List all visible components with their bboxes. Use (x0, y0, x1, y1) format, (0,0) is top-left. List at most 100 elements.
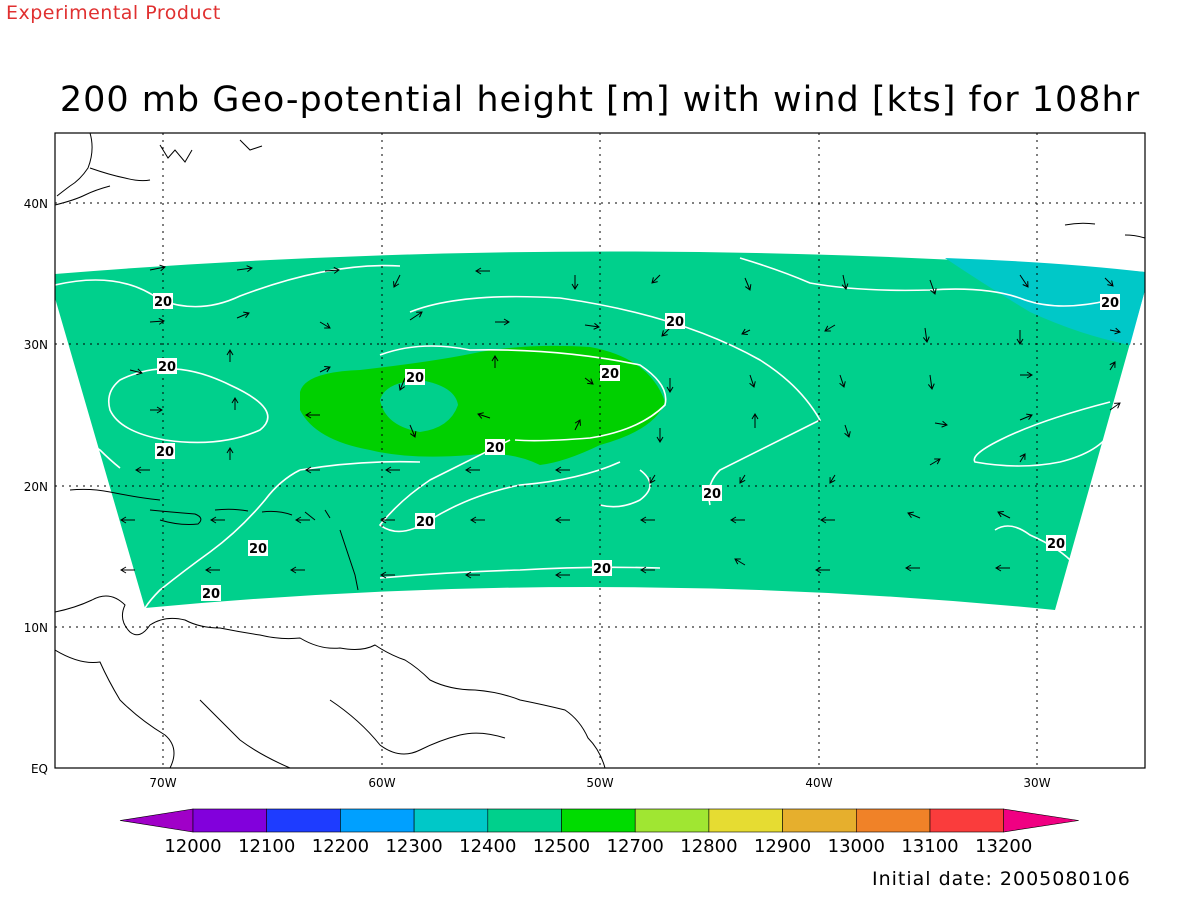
wind-arrow (929, 279, 937, 295)
height-field-pocket (380, 380, 458, 432)
colorbar-label: 13100 (901, 836, 958, 857)
wind-arrow (324, 266, 340, 274)
colorbar-label: 13200 (975, 836, 1032, 857)
wind-arrow (841, 274, 849, 290)
isotach-label-bg (201, 585, 221, 601)
lat-label-20n: 20N (24, 480, 48, 494)
wind-arrow (1104, 277, 1114, 287)
wind-arrow (640, 516, 655, 524)
wind-arrow (226, 349, 234, 362)
wind-arrow (210, 516, 225, 524)
wind-arrow (319, 366, 331, 373)
lon-label-60w: 60W (368, 776, 395, 790)
wind-arrow (295, 516, 310, 524)
isotach-label: 20 (666, 315, 684, 330)
colorbar-label: 12500 (533, 836, 590, 857)
colorbar-label: 12100 (238, 836, 295, 857)
wind-arrow (305, 466, 320, 474)
wind-arrow (465, 571, 480, 579)
experimental-product-label: Experimental Product (6, 2, 221, 24)
isotach-label: 20 (249, 542, 267, 557)
latitude-labels: 40N 30N 20N 10N EQ (24, 197, 48, 776)
colorbar (119, 808, 1079, 833)
wind-arrow (380, 571, 395, 579)
wind-arrow (409, 311, 423, 321)
wind-arrow (934, 420, 948, 428)
wind-arrow (393, 274, 401, 288)
colorbar-swatch (487, 808, 562, 833)
wind-arrow (730, 516, 745, 524)
graticule (55, 133, 1145, 768)
wind-arrow (236, 265, 253, 273)
wind-arrow (290, 566, 305, 574)
isotach-label: 20 (416, 515, 434, 530)
wind-arrow (555, 466, 570, 474)
wind-arrow (149, 264, 166, 272)
isotach-label-bg (1046, 535, 1066, 551)
wind-arrow (907, 511, 921, 519)
isotach-label: 20 (703, 487, 721, 502)
lon-label-40w: 40W (805, 776, 832, 790)
wind-arrow (749, 374, 756, 388)
colorbar-swatch (782, 808, 857, 833)
wind-arrow (640, 566, 655, 574)
isotach-label: 20 (1101, 296, 1119, 311)
colorbar-swatch (708, 808, 783, 833)
longitude-labels: 70W 60W 50W 40W 30W (149, 776, 1050, 790)
wind-arrow (1019, 274, 1029, 288)
wind-arrow (922, 327, 930, 343)
colorbar-label: 12800 (680, 836, 737, 857)
isotach-label: 20 (202, 587, 220, 602)
wind-arrow (666, 378, 674, 393)
lon-label-50w: 50W (586, 776, 613, 790)
colorbar-label: 13000 (828, 836, 885, 857)
isotach-label: 20 (158, 360, 176, 375)
wind-arrow (734, 558, 746, 566)
wind-arrow (751, 413, 759, 428)
colorbar-label: 12200 (312, 836, 369, 857)
colorbar-label: 12000 (164, 836, 221, 857)
wind-arrow (995, 564, 1010, 572)
lat-label-10n: 10N (24, 621, 48, 635)
wind-arrow (1109, 327, 1121, 335)
wind-arrow (495, 318, 510, 326)
isotach-label: 20 (406, 371, 424, 386)
wind-arrow (236, 311, 250, 319)
wind-arrow (226, 447, 234, 460)
wind-arrow (319, 321, 331, 329)
isotach-label: 20 (1047, 537, 1065, 552)
colorbar-label: 12400 (459, 836, 516, 857)
wind-arrow (571, 275, 579, 290)
wind-arrow (649, 474, 656, 484)
initial-date: Initial date: 2005080106 (872, 868, 1131, 890)
isotach-label-bg (665, 313, 685, 329)
colorbar-swatch (266, 808, 341, 833)
wind-arrow (1109, 402, 1121, 411)
wind-arrow (839, 374, 846, 388)
colorbar-max-arrow (1003, 808, 1079, 833)
lon-label-30w: 30W (1023, 776, 1050, 790)
lon-label-70w: 70W (149, 776, 176, 790)
isotach-label-bg (405, 369, 425, 385)
wind-arrow (120, 566, 135, 574)
wind-arrow (470, 516, 485, 524)
wind-arrow (584, 322, 600, 330)
wind-arrow (475, 267, 490, 275)
isotach-label-bg (485, 439, 505, 455)
colorbar-label: 12700 (607, 836, 664, 857)
wind-arrow (1109, 361, 1116, 371)
wind-arrow (829, 474, 836, 484)
isotach-label-bg (1100, 294, 1120, 310)
wind-arrow (149, 317, 165, 325)
isotach-label-bg (155, 443, 175, 459)
isotach-label-bg (592, 560, 612, 576)
colorbar-swatch (561, 808, 636, 833)
wind-arrow (409, 424, 417, 438)
isotach-label: 20 (154, 295, 172, 310)
isotach-label-bg (157, 358, 177, 374)
wind-arrow (231, 397, 239, 410)
colorbar-swatch (929, 808, 1004, 833)
wind-arrow (1020, 371, 1033, 379)
wind-arrow (477, 412, 491, 419)
